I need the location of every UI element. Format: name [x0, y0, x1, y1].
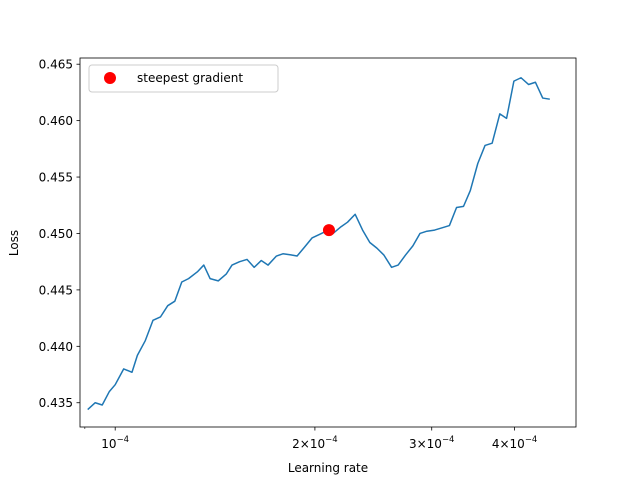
y-tick-label: 0.450 [39, 227, 73, 241]
x-tick-label: 10−4 [101, 435, 129, 451]
y-tick-label: 0.465 [39, 58, 73, 72]
y-tick-label: 0.435 [39, 396, 73, 410]
y-axis-label: Loss [7, 230, 21, 256]
x-tick-label: 2×10−4 [292, 435, 338, 451]
x-axis-label: Learning rate [288, 461, 368, 475]
legend-label: steepest gradient [137, 71, 243, 85]
y-tick-label: 0.440 [39, 340, 73, 354]
axes-frame [79, 57, 577, 428]
legend: steepest gradient [88, 64, 279, 93]
legend-marker-icon [104, 72, 116, 84]
loss-series-line [87, 77, 550, 411]
y-axis: 0.435 0.440 0.445 0.450 0.455 0.460 0.465 [39, 58, 80, 410]
x-axis: 10−4 2×10−4 3×10−4 4×10−4 [84, 427, 538, 451]
y-tick-label: 0.455 [39, 171, 73, 185]
steepest-gradient-point [322, 224, 335, 237]
series-layer [87, 77, 550, 411]
marker-layer [322, 224, 335, 237]
x-tick-label: 4×10−4 [492, 435, 538, 451]
x-tick-label: 3×10−4 [409, 435, 455, 451]
y-tick-label: 0.460 [39, 114, 73, 128]
y-tick-label: 0.445 [39, 283, 73, 297]
legend-box [88, 64, 279, 93]
